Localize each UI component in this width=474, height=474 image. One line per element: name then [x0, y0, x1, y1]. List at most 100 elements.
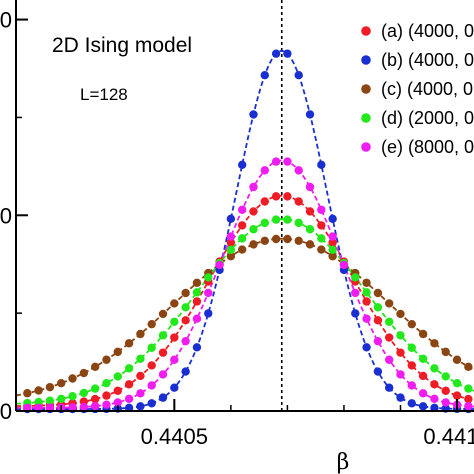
series-point-c — [79, 368, 89, 378]
series-point-a — [305, 207, 315, 216]
x-axis-label: β — [337, 450, 350, 474]
series-point-d — [430, 364, 439, 373]
series-point-d — [407, 343, 416, 352]
series-point-a — [373, 316, 383, 325]
series-point-b — [226, 214, 236, 224]
series-point-b — [396, 393, 405, 402]
series-point-d — [147, 343, 156, 352]
legend-marker — [361, 84, 371, 94]
series-point-b — [294, 71, 303, 80]
series-point-e — [260, 166, 269, 175]
series-point-e — [23, 403, 32, 413]
series-point-d — [351, 273, 360, 282]
legend: (a) (4000, 0.0 (b) (4000, 0.0 (c) (4000, 0… — [361, 21, 474, 157]
series-point-d — [305, 225, 315, 234]
series-point-b — [260, 71, 269, 80]
series-point-e — [237, 205, 247, 214]
legend-entry: (c) (4000, 0.0 — [381, 79, 474, 99]
series-point-b — [407, 399, 416, 408]
series-point-c — [317, 245, 326, 254]
series-point-b — [158, 393, 168, 402]
series-point-a — [362, 297, 371, 306]
series-point-c — [90, 362, 100, 371]
series-point-a — [181, 316, 190, 325]
series-point-b — [283, 49, 292, 58]
series-point-b — [271, 49, 281, 58]
series-point-e — [418, 389, 428, 398]
series-point-a — [90, 394, 100, 404]
series-point-e — [124, 394, 134, 403]
series-point-e — [339, 260, 349, 270]
series-point-b — [249, 110, 258, 119]
series-point-b — [362, 343, 371, 352]
series-point-c — [294, 236, 303, 246]
series-point-b — [328, 214, 337, 224]
series-point-a — [102, 391, 111, 400]
series-point-d — [249, 225, 258, 234]
series-point-d — [170, 317, 179, 326]
series-point-d — [362, 288, 371, 297]
series-point-e — [136, 389, 145, 398]
series-point-e — [373, 336, 383, 346]
series-point-c — [441, 347, 450, 357]
series-point-e — [147, 381, 156, 390]
series-point-d — [396, 331, 405, 340]
series-point-d — [283, 215, 292, 224]
series-point-b — [418, 402, 428, 411]
series-point-c — [170, 299, 179, 308]
series-point-d — [418, 354, 428, 363]
series-point-e — [170, 355, 179, 364]
legend-marker — [361, 113, 371, 123]
series-point-b — [136, 402, 145, 411]
series-point-b — [204, 309, 213, 318]
series-point-c — [23, 389, 32, 398]
series-point-a — [418, 371, 428, 381]
series-point-c — [373, 288, 383, 298]
series-point-e — [351, 288, 360, 298]
series-point-d — [271, 215, 281, 224]
series-point-c — [271, 234, 281, 244]
series-point-b — [351, 309, 360, 318]
legend-marker — [361, 142, 371, 152]
series-point-d — [113, 372, 122, 381]
series-point-c — [68, 374, 77, 383]
legend-entry: (a) (4000, 0.0 — [381, 21, 474, 41]
series-point-e — [294, 166, 303, 175]
series-point-c — [328, 252, 337, 261]
series-point-d — [226, 245, 236, 255]
series-point-b — [192, 343, 202, 352]
series-point-e — [113, 398, 122, 407]
series-point-a — [158, 348, 168, 357]
series-point-d — [441, 372, 450, 381]
series-point-c — [464, 362, 473, 371]
series-point-d — [237, 234, 247, 243]
series-point-e — [396, 370, 405, 379]
y-tick-label: 0 — [0, 8, 12, 33]
series-point-b — [237, 160, 247, 169]
series-point-d — [102, 378, 111, 388]
series-point-d — [45, 396, 55, 405]
series-point-d — [464, 384, 473, 393]
series-point-d — [192, 288, 202, 297]
series-point-a — [113, 386, 122, 395]
series-point-a — [237, 221, 247, 230]
series-point-a — [147, 361, 156, 370]
series-point-a — [441, 386, 450, 395]
series-point-c — [192, 278, 202, 287]
legend-marker — [361, 55, 371, 65]
series-point-e — [68, 403, 77, 412]
series-point-c — [305, 240, 315, 249]
series-point-c — [147, 319, 156, 329]
series-point-a — [249, 207, 258, 216]
series-point-e — [317, 205, 326, 214]
series-point-d — [79, 388, 89, 398]
series-point-c — [136, 329, 145, 339]
series-point-e — [102, 400, 111, 409]
series-point-b — [430, 403, 439, 413]
series-point-e — [441, 398, 450, 407]
series-point-e — [283, 157, 292, 166]
series-point-d — [57, 394, 66, 403]
series-point-a — [124, 380, 134, 389]
series-point-d — [68, 392, 77, 401]
